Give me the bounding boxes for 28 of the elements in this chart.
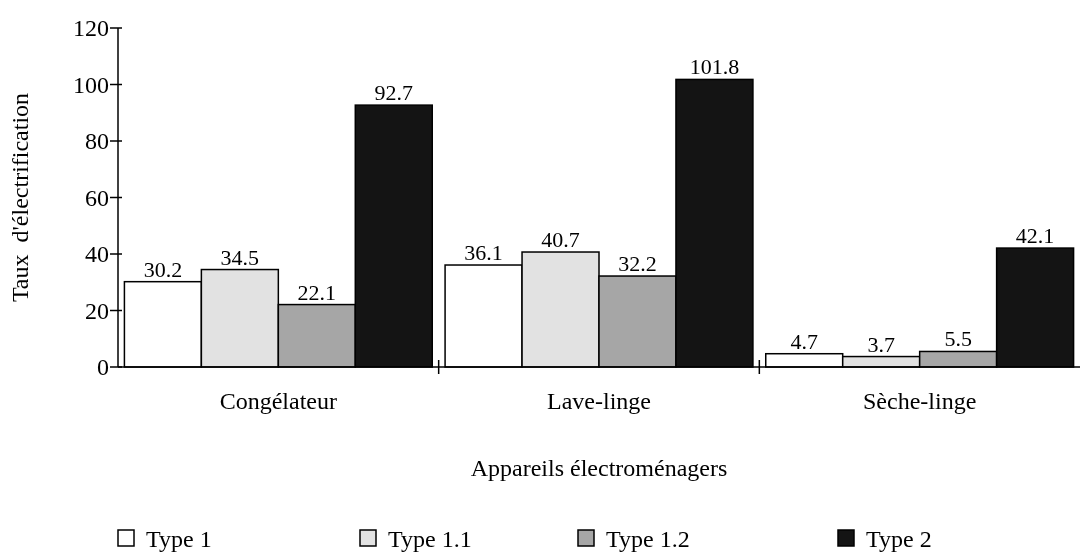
y-tick-label: 40 bbox=[85, 241, 109, 268]
x-axis-title: Appareils électroménagers bbox=[470, 455, 728, 481]
data-label: 92.7 bbox=[374, 80, 414, 106]
legend-label: Type 1.2 bbox=[606, 526, 690, 552]
x-tick-label: Congélateur bbox=[219, 388, 337, 414]
data-label: 3.7 bbox=[867, 331, 895, 357]
y-tick-label: 80 bbox=[85, 128, 109, 155]
y-tick-label: 100 bbox=[73, 71, 109, 98]
x-tick-label: Sèche-linge bbox=[863, 388, 977, 414]
legend-label: Type 1 bbox=[146, 526, 212, 552]
data-label: 5.5 bbox=[944, 326, 972, 352]
data-label: 30.2 bbox=[143, 256, 183, 282]
data-label: 36.1 bbox=[464, 240, 503, 266]
y-tick-label: 20 bbox=[85, 297, 109, 324]
legend-label: Type 1.1 bbox=[388, 526, 472, 552]
data-label: 32.2 bbox=[618, 251, 657, 277]
y-tick-label: 120 bbox=[73, 15, 109, 42]
y-axis-title: Taux d'électrification bbox=[7, 92, 33, 303]
data-label: 101.8 bbox=[689, 54, 740, 80]
legend-label: Type 2 bbox=[866, 526, 932, 552]
x-tick-label: Lave-linge bbox=[547, 388, 651, 414]
data-label: 4.7 bbox=[790, 328, 818, 354]
data-label: 40.7 bbox=[541, 227, 580, 253]
y-tick-label: 0 bbox=[97, 354, 109, 381]
data-label: 34.5 bbox=[220, 244, 260, 270]
data-label: 42.1 bbox=[1015, 223, 1055, 249]
data-label: 22.1 bbox=[297, 279, 337, 305]
y-tick-label: 60 bbox=[85, 184, 109, 211]
